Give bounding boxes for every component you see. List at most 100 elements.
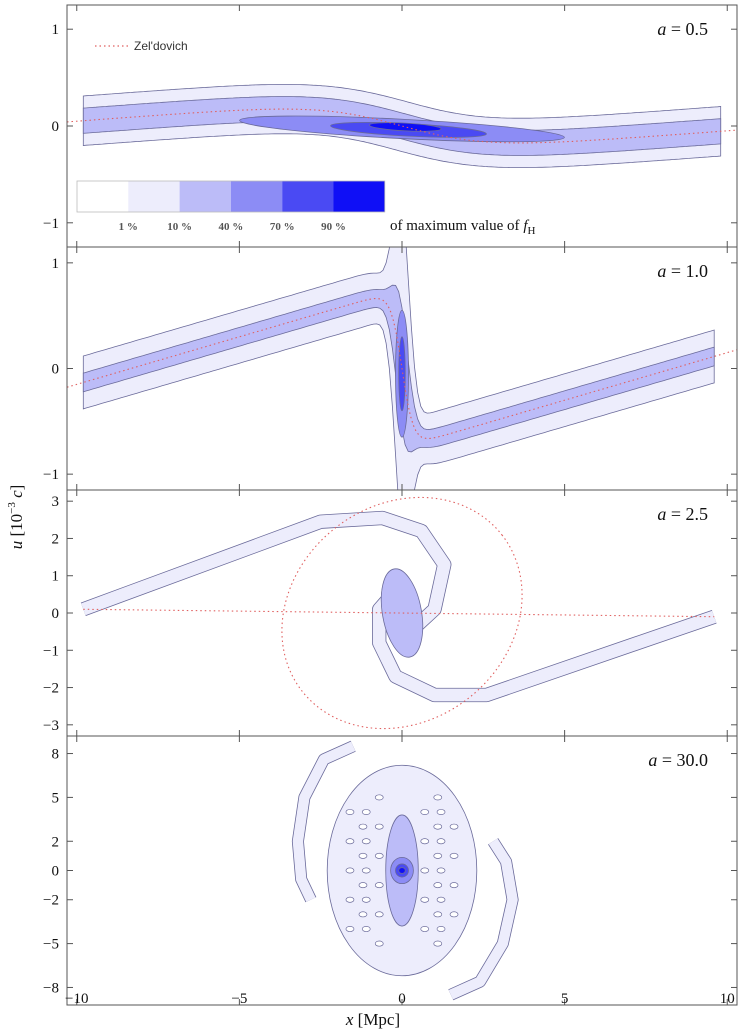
- panel-4-contour-level-1-hole-12: [436, 896, 446, 903]
- panel-2-ytick-label-2: 0: [52, 362, 60, 378]
- panel-4-contour-level-1-hole-16: [449, 882, 459, 889]
- panel-3-ytick-label-6: 2: [52, 531, 60, 547]
- panel-1-contour-level-5-blob-3: [369, 122, 442, 132]
- panel-4-contour-level-1-hole-34: [433, 823, 443, 830]
- panel-2: −1 0 1 a = 1.0: [43, 246, 738, 491]
- panel-4-ytick-label-6: 5: [52, 790, 60, 806]
- colorbar-label-2: 10 %: [167, 221, 192, 233]
- panel-3-ytick-label-3: −1: [43, 643, 59, 659]
- colorbar-cell-4: [230, 181, 283, 212]
- panel-1-label: a = 0.5: [657, 19, 708, 39]
- panel-3-ytick-label-7: 3: [52, 494, 60, 510]
- panel-3-label: a = 2.5: [657, 504, 708, 524]
- colorbar-labels: 1 % 10 % 40 % 70 % 90 %: [119, 221, 346, 233]
- panel-4-contour-level-1-hole-36: [436, 809, 446, 815]
- panel-4-contour-level-1-hole-22: [420, 867, 430, 874]
- colorbar-label-1: 1 %: [119, 221, 138, 233]
- panel-4-ytick-label-4: 0: [52, 864, 60, 880]
- panel-1-ytick-label-3: 1: [52, 22, 60, 38]
- xtick-label-1: −10: [65, 991, 88, 1007]
- panel-4-contour-level-1-hole-15: [358, 882, 368, 889]
- colorbar-cell-5: [282, 181, 334, 212]
- panel-1-ytick-label-2: 0: [52, 119, 60, 135]
- panel-2-zeldovich-curve: [67, 297, 737, 440]
- panel-4-ytick-label-2: −5: [43, 937, 59, 953]
- colorbar-label-4: 70 %: [270, 221, 295, 233]
- panel-4-contour-level-1-hole-4: [436, 926, 446, 932]
- panel-4-contour-level-1-hole-32: [449, 823, 459, 830]
- panel-4-contour-level-1-hole-19: [345, 867, 355, 874]
- panel-4-contour-level-1-hole-31: [358, 823, 368, 830]
- colorbar-cell-6: [333, 181, 385, 212]
- panel-4-contour-level-1-hole-5: [361, 926, 371, 932]
- panel-4-contour-level-1-hole-30: [420, 838, 430, 845]
- panel-3-ytick-label-4: 0: [52, 606, 60, 622]
- colorbar: 1 % 10 % 40 % 70 % 90 % of maximum value of …: [76, 180, 535, 237]
- panel-4-contour-level-1-hole-1: [374, 940, 384, 947]
- panel-2-ytick-label-1: −1: [43, 467, 59, 483]
- panel-4-contour-level-1-hole-18: [433, 882, 443, 889]
- panel-4-contour-level-1-hole-37: [361, 809, 371, 815]
- panel-4-contour-level-1-hole-35: [345, 809, 355, 815]
- panel-4-contour-level-1-hole-33: [374, 823, 384, 830]
- panel-4-contour-level-1-hole-38: [420, 809, 430, 815]
- colorbar-cell-1: [77, 181, 129, 212]
- panel-3-ytick-label-2: −2: [43, 681, 59, 697]
- panel-3-zeldovich-line: [83, 608, 715, 618]
- panel-4-contour-level-1-hole-39: [374, 794, 384, 801]
- colorbar-label-5: 90 %: [321, 221, 346, 233]
- colorbar-cells: [76, 180, 386, 213]
- legend-zeldovich-label: Zel'dovich: [134, 39, 188, 53]
- x-axis-label: x [Mpc]: [345, 1010, 400, 1029]
- panel-4-contour-level-1-hole-27: [345, 838, 355, 845]
- panel-4-label: a = 30.0: [648, 750, 708, 770]
- panel-4-contour-level-1-hole-24: [449, 852, 459, 859]
- legend: Zel'dovich: [95, 39, 188, 53]
- xtick-label-4: 5: [561, 991, 569, 1007]
- panel-4-ytick-label-1: −8: [43, 980, 59, 996]
- panel-4: −8 −5 −2 0 2 5 8 a = 30.0: [43, 735, 738, 1006]
- panel-4-contour-level-1-hole-13: [361, 896, 371, 903]
- panel-2-label: a = 1.0: [657, 261, 708, 281]
- panel-2-ytick-label-3: 1: [52, 256, 60, 272]
- panel-4-contour-level-1-hole-23: [358, 852, 368, 859]
- panel-3-contour-level-2-blob-1: [380, 568, 424, 658]
- panel-4-contour-level-1-hole-7: [358, 911, 368, 918]
- panel-4-contour-level-1-hole-26: [433, 852, 443, 859]
- panel-4-contour-level-1-hole-17: [374, 882, 384, 889]
- panel-4-contour-level-1-hole-14: [420, 896, 430, 903]
- panel-2-contour-level-4-blob-2: [398, 336, 406, 412]
- panel-4-contour-level-1-hole-25: [374, 852, 384, 859]
- panel-4-contour-level-1-hole-20: [436, 867, 446, 874]
- panel-4-contour-level-1-hole-28: [436, 838, 446, 845]
- panel-4-ytick-label-3: −2: [43, 893, 59, 909]
- colorbar-label-3: 40 %: [219, 221, 244, 233]
- panel-4-contour-level-1-hole-3: [345, 926, 355, 932]
- panel-4-contour-level-1-hole-40: [433, 794, 443, 801]
- colorbar-border: [76, 180, 386, 213]
- panel-4-contour-level-1-hole-21: [361, 867, 371, 874]
- xtick-label-5: 10: [720, 991, 735, 1007]
- panel-1-ytick-label-1: −1: [43, 216, 59, 232]
- colorbar-cell-3: [179, 181, 231, 212]
- panel-4-contour-level-1-arm-2: [448, 838, 518, 1000]
- y-axis-label: u [10−3 c]: [6, 485, 26, 550]
- panel-3-zeldovich-curve: [281, 496, 523, 730]
- panel-4-contour-level-1-hole-11: [345, 896, 355, 903]
- colorbar-cell-2: [128, 181, 180, 212]
- panel-4-contour-level-1-hole-8: [449, 911, 459, 918]
- panel-3-ytick-label-1: −3: [43, 718, 59, 734]
- panel-4-contour-level-1-hole-29: [361, 838, 371, 845]
- panel-4-contour-level-1-hole-6: [420, 926, 430, 932]
- panel-4-contour-level-1-hole-2: [433, 940, 443, 947]
- panel-1: −1 0 1 a = 0.5: [43, 4, 738, 248]
- x-axis: −10 −5 0 5 10: [65, 991, 735, 1007]
- colorbar-title: of maximum value of fH: [390, 218, 535, 237]
- panel-4-ytick-label-5: 2: [52, 834, 60, 850]
- xtick-label-3: 0: [398, 991, 406, 1007]
- xtick-label-2: −5: [231, 991, 247, 1007]
- panel-4-contour-level-1-hole-9: [374, 911, 384, 918]
- panel-4-contour-level-1-hole-10: [433, 911, 443, 918]
